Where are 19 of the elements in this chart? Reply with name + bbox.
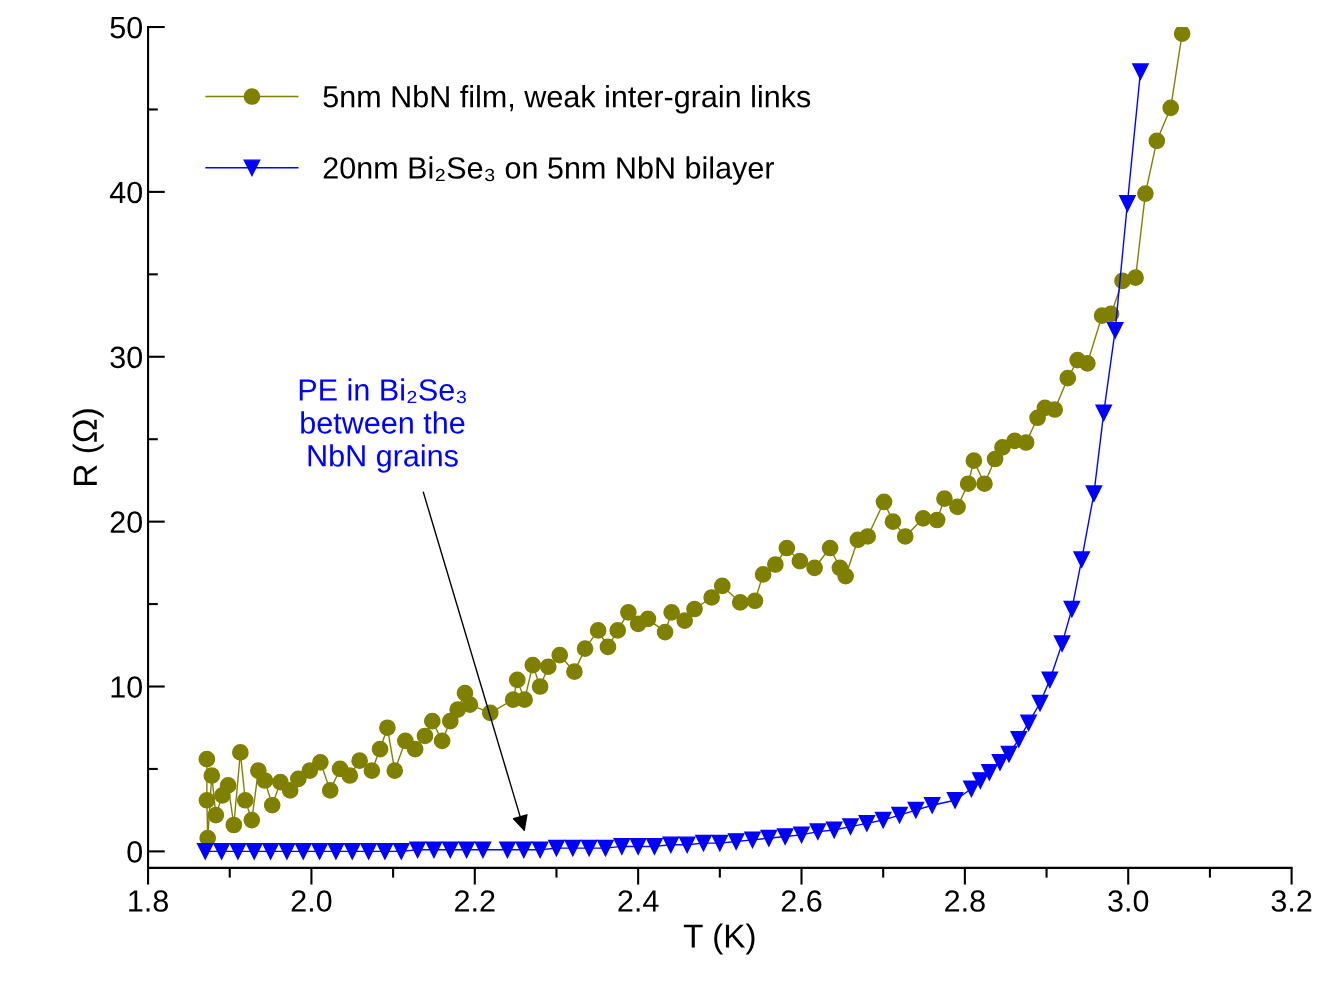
y-tick-label: 30 [110,346,143,369]
x-tick-label: 2.4 [618,890,659,912]
y-tick-label: 20 [110,511,143,534]
x-tick-label: 1.8 [129,890,168,912]
legend-label: 5nm NbN film, weak inter-grain links [323,85,811,114]
y-tick-label: 10 [111,676,143,698]
legend-label: 20nm Bi₂Se₃ on 5nm NbN bilayer [323,156,775,185]
x-axis-title: T (K) [683,923,755,955]
x-tick-label: 2.8 [945,890,985,912]
y-tick-label: 50 [110,16,143,39]
annotation: PE in Bi₂Se₃ between the NbN grains [299,378,466,473]
x-tick-label: 3.0 [1108,890,1149,912]
x-tick-label: 2.6 [781,890,822,912]
y-tick-label: 0 [127,841,143,863]
y-axis-title: R (Ω) [72,409,104,485]
x-tick-label: 2.2 [455,890,495,912]
x-tick-label: 2.0 [291,890,332,912]
y-tick-label: 40 [109,181,143,204]
x-tick-label: 3.2 [1271,890,1312,912]
